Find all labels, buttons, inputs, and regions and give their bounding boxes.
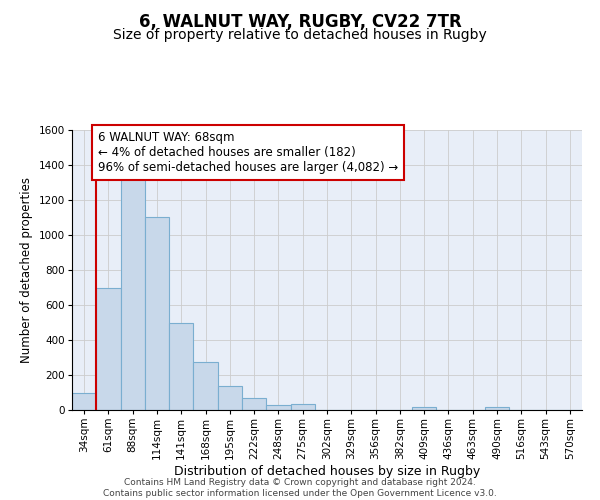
Y-axis label: Number of detached properties: Number of detached properties (20, 177, 33, 363)
Bar (169, 322, 193, 410)
Bar (145, 218, 169, 410)
Bar (290, 404, 315, 410)
Bar (193, 362, 218, 410)
Bar (266, 405, 290, 410)
Text: Size of property relative to detached houses in Rugby: Size of property relative to detached ho… (113, 28, 487, 42)
Bar (412, 408, 436, 410)
Bar (242, 398, 266, 410)
Bar (96, 288, 121, 410)
Bar (121, 178, 145, 410)
X-axis label: Distribution of detached houses by size in Rugby: Distribution of detached houses by size … (174, 464, 480, 477)
Text: Contains HM Land Registry data © Crown copyright and database right 2024.
Contai: Contains HM Land Registry data © Crown c… (103, 478, 497, 498)
Bar (218, 386, 242, 410)
Bar (72, 394, 96, 410)
Text: 6, WALNUT WAY, RUGBY, CV22 7TR: 6, WALNUT WAY, RUGBY, CV22 7TR (139, 12, 461, 30)
Bar (485, 406, 509, 410)
Text: 6 WALNUT WAY: 68sqm
← 4% of detached houses are smaller (182)
96% of semi-detach: 6 WALNUT WAY: 68sqm ← 4% of detached hou… (98, 131, 398, 174)
